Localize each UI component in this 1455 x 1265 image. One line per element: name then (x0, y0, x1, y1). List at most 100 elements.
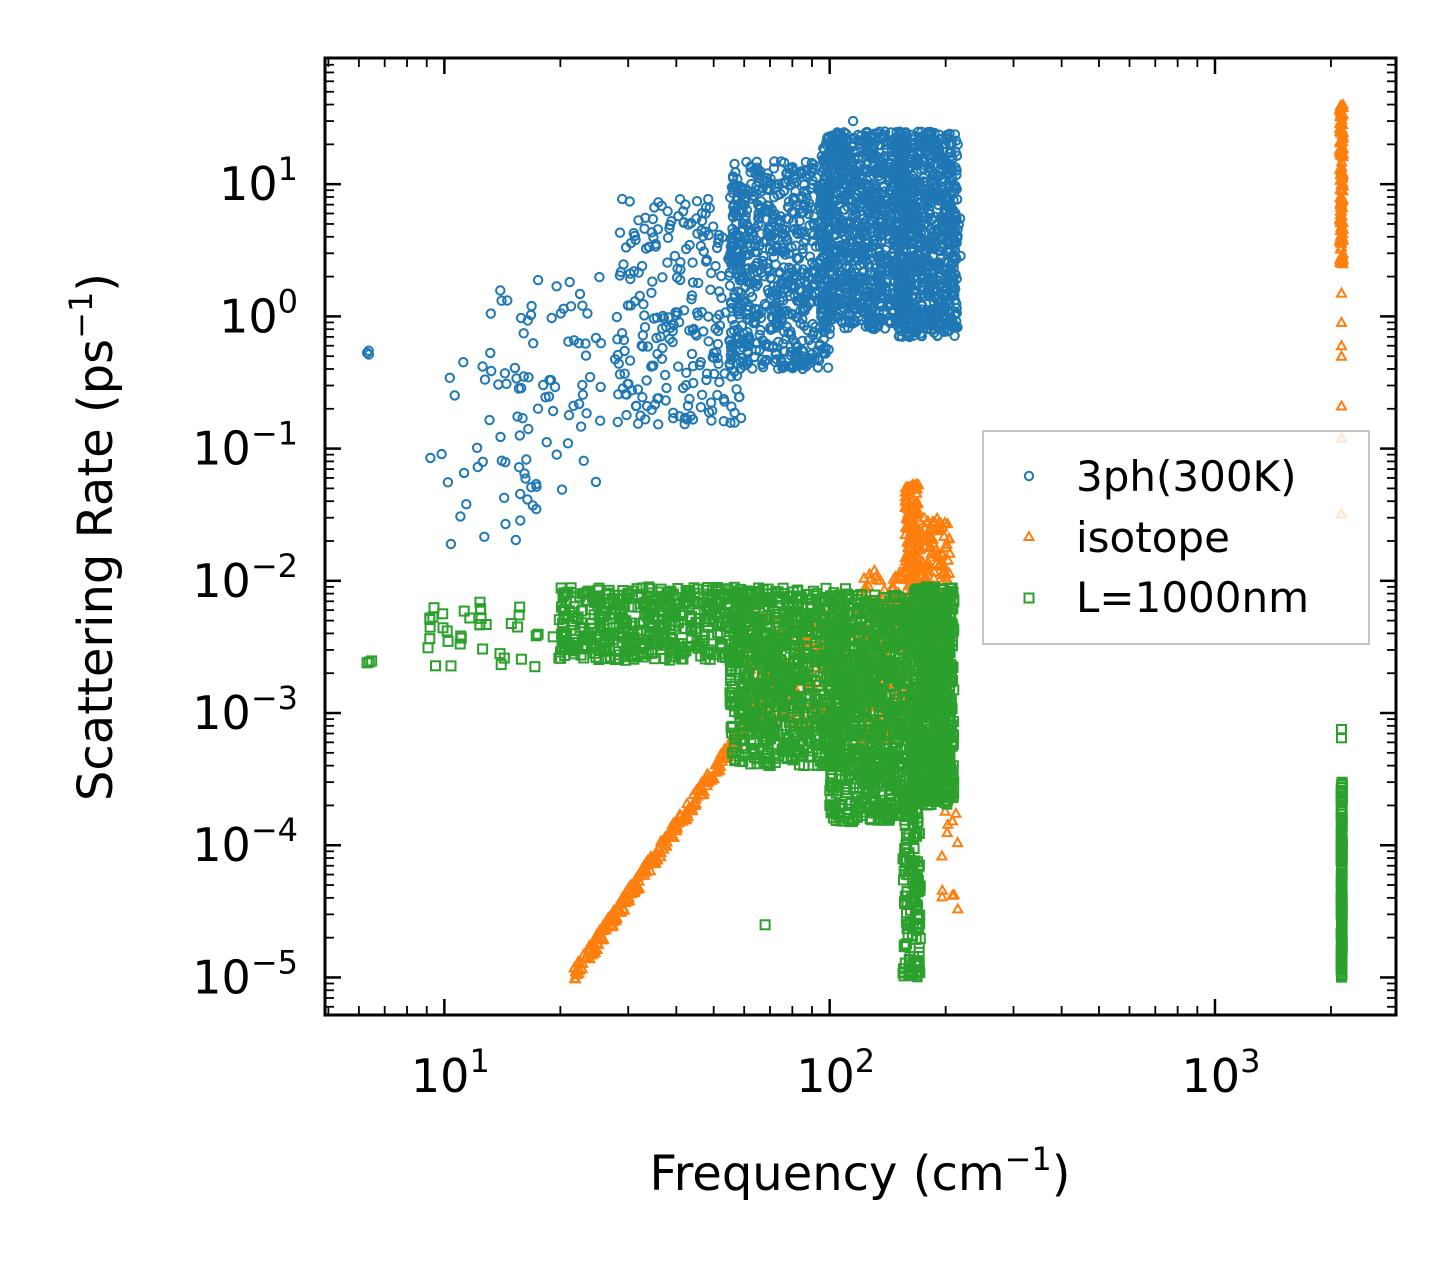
data-point-3ph-300k- (500, 457, 511, 468)
data-point-3ph-300k- (618, 334, 630, 346)
data-point-3ph-300k- (551, 281, 562, 292)
data-point-3ph-300k- (673, 361, 684, 372)
data-point-3ph-300k- (638, 299, 649, 310)
data-point-3ph-300k- (621, 409, 632, 421)
data-point-3ph-300k- (701, 374, 712, 386)
data-point-3ph-300k- (612, 334, 623, 345)
data-point-3ph-300k- (742, 345, 753, 357)
data-point-3ph-300k- (624, 196, 635, 207)
data-point-3ph-300k- (637, 341, 648, 352)
data-point-3ph-300k- (687, 414, 699, 425)
data-point-3ph-300k- (707, 405, 718, 416)
data-point-3ph-300k- (675, 257, 686, 268)
data-point-3ph-300k- (644, 241, 655, 253)
data-point-3ph-300k- (675, 264, 686, 275)
data-point-3ph-300k- (741, 205, 753, 216)
data-point-3ph-300k- (471, 442, 483, 453)
data-point-3ph-300k- (822, 362, 834, 373)
data-point-3ph-300k- (565, 301, 577, 312)
data-point-3ph-300k- (496, 295, 507, 306)
data-point-3ph-300k- (521, 454, 532, 465)
data-point-3ph-300k- (584, 371, 596, 383)
data-point-3ph-300k- (661, 382, 672, 394)
data-point-3ph-300k- (765, 230, 777, 242)
data-point-3ph-300k- (787, 309, 798, 320)
data-point-3ph-300k- (761, 172, 773, 184)
data-point-3ph-300k- (751, 180, 762, 192)
data-point-3ph-300k- (726, 302, 737, 314)
data-point-3ph-300k- (647, 276, 658, 287)
data-point-3ph-300k- (708, 352, 720, 363)
data-point-3ph-300k- (594, 271, 605, 283)
data-point-3ph-300k- (513, 383, 525, 394)
data-point-3ph-300k- (641, 375, 652, 386)
data-point-3ph-300k- (700, 208, 711, 219)
data-point-3ph-300k- (730, 207, 741, 218)
data-point-3ph-300k- (495, 431, 506, 443)
data-point-3ph-300k- (486, 365, 497, 377)
data-point-3ph-300k- (484, 414, 495, 426)
data-point-3ph-300k- (768, 251, 780, 263)
data-point-3ph-300k- (778, 186, 789, 197)
data-point-3ph-300k- (515, 312, 527, 324)
data-point-3ph-300k- (646, 361, 657, 372)
data-point-3ph-300k- (764, 266, 775, 277)
data-point-3ph-300k- (681, 367, 692, 378)
data-point-3ph-300k- (729, 407, 740, 418)
data-point-3ph-300k- (762, 284, 774, 296)
data-point-3ph-300k- (515, 488, 526, 500)
data-point-3ph-300k- (455, 511, 466, 522)
data-point-3ph-300k- (718, 393, 729, 405)
data-point-3ph-300k- (526, 482, 537, 493)
data-point-3ph-300k- (740, 215, 751, 226)
data-point-3ph-300k- (518, 371, 529, 382)
data-point-3ph-300k- (662, 257, 673, 268)
data-point-3ph-300k- (674, 194, 686, 205)
data-point-3ph-300k- (782, 234, 793, 246)
data-point-3ph-300k- (785, 326, 796, 337)
data-point-3ph-300k- (777, 243, 788, 254)
data-point-3ph-300k- (625, 237, 637, 249)
data-point-3ph-300k- (735, 338, 746, 349)
data-point-3ph-300k- (714, 309, 725, 320)
data-point-3ph-300k- (703, 311, 714, 322)
data-point-3ph-300k- (735, 251, 746, 262)
data-point-3ph-300k- (773, 226, 785, 238)
data-point-3ph-300k- (528, 338, 539, 349)
data-point-3ph-300k- (756, 220, 767, 231)
data-point-3ph-300k- (755, 324, 766, 336)
data-point-3ph-300k- (577, 379, 588, 391)
data-point-3ph-300k- (522, 494, 533, 505)
data-point-3ph-300k- (708, 221, 719, 232)
data-point-3ph-300k- (746, 178, 757, 190)
data-point-3ph-300k- (363, 345, 374, 356)
data-point-3ph-300k- (820, 348, 831, 359)
data-point-3ph-300k- (729, 158, 740, 170)
data-point-3ph-300k- (733, 186, 744, 198)
data-point-3ph-300k- (691, 196, 703, 207)
data-point-3ph-300k- (799, 185, 810, 197)
data-point-3ph-300k- (755, 196, 767, 207)
data-point-3ph-300k- (749, 351, 760, 363)
data-point-3ph-300k- (797, 345, 809, 356)
data-point-3ph-300k- (532, 403, 544, 414)
data-point-3ph-300k- (730, 251, 741, 262)
data-point-3ph-300k- (578, 455, 589, 466)
data-point-3ph-300k- (733, 230, 745, 241)
data-point-3ph-300k- (803, 334, 815, 346)
data-point-3ph-300k- (648, 313, 660, 324)
data-point-3ph-300k- (563, 336, 574, 347)
data-point-3ph-300k- (611, 311, 623, 323)
data-point-3ph-300k- (741, 156, 752, 168)
data-point-3ph-300k- (682, 400, 694, 411)
data-point-3ph-300k- (633, 267, 644, 278)
data-point-3ph-300k- (630, 400, 642, 412)
data-point-3ph-300k- (813, 355, 825, 366)
data-point-3ph-300k- (724, 360, 736, 371)
data-point-3ph-300k- (499, 492, 510, 503)
data-point-3ph-300k- (614, 227, 626, 238)
data-point-3ph-300k- (768, 163, 780, 174)
data-point-3ph-300k- (777, 316, 788, 327)
data-point-3ph-300k- (807, 257, 818, 268)
data-point-3ph-300k- (520, 473, 531, 484)
